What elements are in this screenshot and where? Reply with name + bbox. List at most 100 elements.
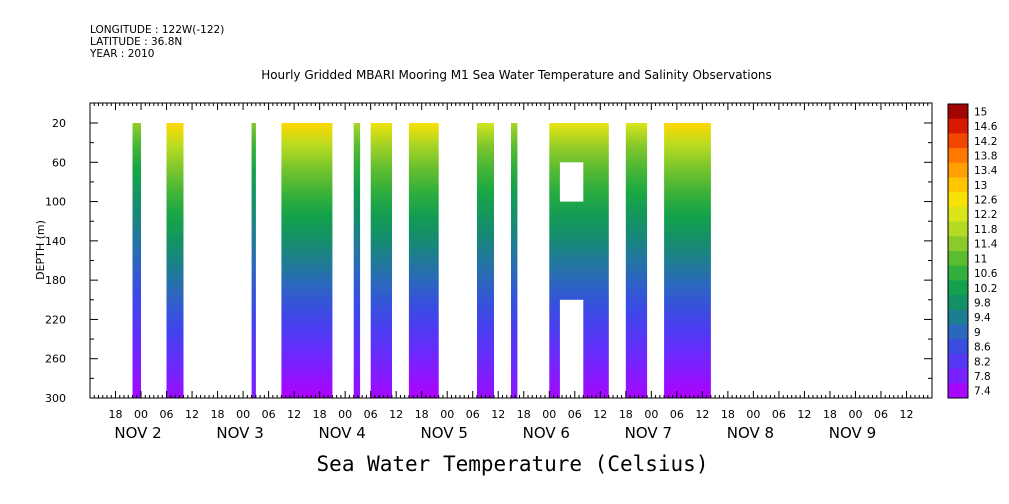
colorbar-label: 8.6 (974, 342, 991, 354)
y-tick-labels: 20 60 100 140 180 220 260 300 (45, 117, 66, 405)
data-segment (132, 123, 141, 398)
x-tick-label: 06 (670, 408, 684, 421)
x-tick-label: 12 (491, 408, 505, 421)
x-tick-label: 12 (899, 408, 913, 421)
x-day-label: NOV 7 (625, 424, 672, 442)
x-tick-label: 12 (797, 408, 811, 421)
data-segment (353, 123, 361, 398)
x-tick-label: 18 (211, 408, 225, 421)
y-tick-label: 100 (45, 196, 66, 209)
colorbar-cell (948, 133, 968, 149)
y-tick-label: 220 (45, 313, 66, 326)
data-segment (408, 123, 439, 398)
colorbar-label: 7.8 (974, 371, 991, 383)
x-tick-label: 00 (542, 408, 556, 421)
colorbar-label: 14.6 (974, 121, 998, 133)
colorbar-cell (948, 162, 968, 178)
data-segments (132, 123, 711, 398)
colorbar-cell (948, 104, 968, 120)
latitude-label: LATITUDE : 36.8N (90, 36, 183, 48)
x-tick-label: 18 (109, 408, 123, 421)
x-tick-label: 00 (236, 408, 250, 421)
y-tick-label: 260 (45, 353, 66, 366)
data-segment (664, 123, 711, 398)
colorbar-cell (948, 339, 968, 355)
x-day-label: NOV 2 (114, 424, 161, 442)
y-tick-label: 60 (52, 156, 66, 169)
colorbar-label: 11 (974, 253, 987, 265)
colorbar: 15 14.6 14.2 13.8 13.4 13 12.6 12.2 11.8 11.4 11 10… (947, 103, 998, 399)
data-segment (625, 123, 648, 398)
data-segment (281, 123, 333, 398)
data-gap (559, 162, 584, 202)
y-tick-label: 20 (52, 117, 66, 130)
x-tick-labels: 18 00 06 12 18 00 06 12 18 00 06 12 18 00 06 12 18 00 06 12… (109, 408, 914, 421)
colorbar-label: 8.2 (974, 356, 991, 368)
y-tick-label: 180 (45, 274, 66, 287)
x-tick-label: 06 (772, 408, 786, 421)
data-gaps (559, 162, 584, 398)
x-tick-label: 06 (160, 408, 174, 421)
x-tick-label: 06 (466, 408, 480, 421)
data-gap (559, 299, 584, 398)
colorbar-label: 9 (974, 327, 981, 339)
x-tick-label: 00 (134, 408, 148, 421)
colorbar-label: 14.2 (974, 136, 997, 148)
x-tick-label: 00 (848, 408, 862, 421)
colorbar-cell (948, 353, 968, 370)
y-axis-title: DEPTH (m) (34, 220, 47, 280)
colorbar-cell (948, 368, 968, 384)
data-segment (166, 123, 184, 398)
x-tick-label: 18 (619, 408, 633, 421)
x-tick-label: 00 (746, 408, 760, 421)
x-day-label: NOV 4 (318, 424, 365, 442)
y-tick-label: 300 (45, 392, 66, 405)
chart-title: Hourly Gridded MBARI Mooring M1 Sea Wate… (261, 68, 772, 82)
colorbar-cell (948, 383, 968, 399)
x-day-label: NOV 8 (727, 424, 774, 442)
x-tick-label: 12 (593, 408, 607, 421)
colorbar-label: 13.4 (974, 165, 998, 177)
colorbar-label: 11.8 (974, 224, 997, 236)
y-tick-label: 140 (45, 235, 66, 248)
longitude-label: LONGITUDE : 122W(-122) (90, 24, 225, 36)
x-day-label: NOV 6 (523, 424, 570, 442)
colorbar-label: 13.8 (974, 150, 997, 162)
colorbar-cell (948, 309, 968, 325)
data-segment (370, 123, 392, 398)
chart-metadata: LONGITUDE : 122W(-122) LATITUDE : 36.8N … (90, 24, 224, 60)
x-tick-label: 18 (415, 408, 429, 421)
x-tick-label: 18 (313, 408, 327, 421)
year-label: YEAR : 2010 (90, 48, 155, 60)
x-tick-label: 18 (517, 408, 531, 421)
chart-subtitle: Sea Water Temperature (Celsius) (316, 452, 709, 476)
x-day-label: NOV 3 (216, 424, 263, 442)
x-tick-label: 12 (287, 408, 301, 421)
colorbar-label: 11.4 (974, 239, 998, 251)
data-segment (511, 123, 518, 398)
colorbar-cell (948, 148, 968, 164)
data-segment (251, 123, 256, 398)
x-tick-label: 06 (262, 408, 276, 421)
x-tick-label: 06 (568, 408, 582, 421)
colorbar-cell (948, 324, 968, 340)
colorbar-cell (948, 295, 968, 311)
x-tick-label: 06 (364, 408, 378, 421)
colorbar-label: 10.2 (974, 283, 997, 295)
colorbar-label: 10.6 (974, 268, 998, 280)
x-tick-label: 12 (695, 408, 709, 421)
x-tick-label: 00 (338, 408, 352, 421)
colorbar-cell (948, 118, 968, 134)
data-segment (477, 123, 494, 398)
colorbar-label: 7.4 (974, 386, 991, 398)
colorbar-cell (948, 192, 968, 208)
colorbar-cell (948, 265, 968, 281)
x-tick-label: 18 (823, 408, 837, 421)
colorbar-label: 9.8 (974, 298, 991, 310)
x-day-label: NOV 9 (829, 424, 876, 442)
colorbar-cell (948, 280, 968, 296)
colorbar-label: 12.2 (974, 209, 997, 221)
colorbar-label: 13 (974, 180, 987, 192)
colorbar-cell (948, 206, 968, 223)
